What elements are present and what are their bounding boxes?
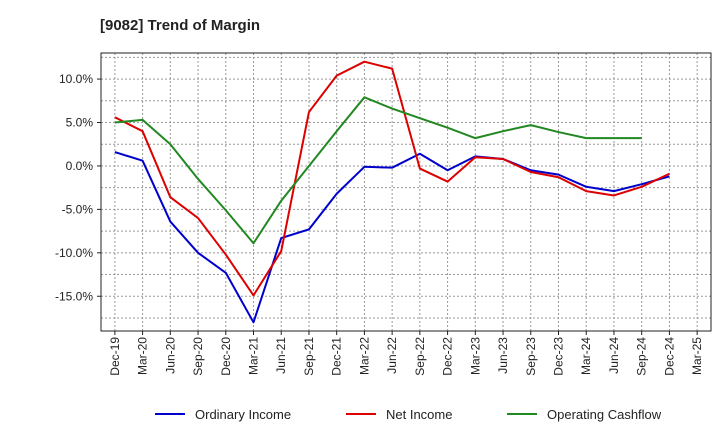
x-tick-label: Mar-20 (136, 337, 150, 375)
y-tick-label: -10.0% (55, 246, 93, 260)
axes (97, 52, 712, 335)
x-tick-label: Mar-23 (468, 337, 482, 375)
x-tick-label: Jun-22 (385, 337, 399, 374)
series-line-net-income (114, 60, 670, 297)
legend-label-operating-cashflow: Operating Cashflow (547, 407, 662, 422)
y-tick-label: 0.0% (66, 159, 94, 173)
x-tick-label: Dec-22 (441, 337, 455, 376)
x-tick-labels: Dec-19 Mar-20 Jun-20 Sep-20 Dec-20 Mar-21 Jun-… (108, 337, 704, 376)
y-tick-label: 5.0% (66, 116, 94, 130)
x-tick-label: Jun-24 (607, 337, 621, 374)
grid (101, 53, 711, 331)
x-tick-label: Dec-24 (662, 337, 676, 376)
chart-title: [9082] Trend of Margin (100, 17, 260, 34)
x-tick-label: Sep-24 (635, 337, 649, 376)
x-tick-label: Dec-21 (330, 337, 344, 376)
x-tick-label: Dec-23 (552, 337, 566, 376)
x-tick-label: Dec-19 (108, 337, 122, 376)
x-tick-label: Jun-23 (496, 337, 510, 374)
series-line-ordinary-income (114, 151, 670, 324)
plot-frame (100, 52, 712, 332)
y-tick-labels: 10.0% 5.0% 0.0% -5.0% -10.0% -15.0% (55, 72, 93, 303)
series-lines (114, 60, 670, 324)
x-tick-label: Sep-23 (524, 337, 538, 376)
x-tick-label: Jun-21 (274, 337, 288, 374)
series-line-operating-cashflow (114, 96, 642, 245)
x-tick-label: Sep-21 (302, 337, 316, 376)
legend: Ordinary Income Net Income Operating Cashf… (155, 407, 662, 422)
x-tick-label: Mar-24 (579, 337, 593, 375)
x-tick-label: Sep-22 (413, 337, 427, 376)
y-tick-label: -5.0% (62, 202, 94, 216)
legend-label-net-income: Net Income (386, 407, 452, 422)
legend-label-ordinary-income: Ordinary Income (195, 407, 291, 422)
x-tick-label: Sep-20 (191, 337, 205, 376)
x-tick-label: Mar-22 (357, 337, 371, 375)
y-tick-label: 10.0% (59, 72, 93, 86)
x-tick-label: Dec-20 (219, 337, 233, 376)
x-tick-label: Jun-20 (163, 337, 177, 374)
x-tick-label: Mar-21 (247, 337, 261, 375)
x-tick-label: Mar-25 (690, 337, 704, 375)
y-tick-label: -15.0% (55, 289, 93, 303)
